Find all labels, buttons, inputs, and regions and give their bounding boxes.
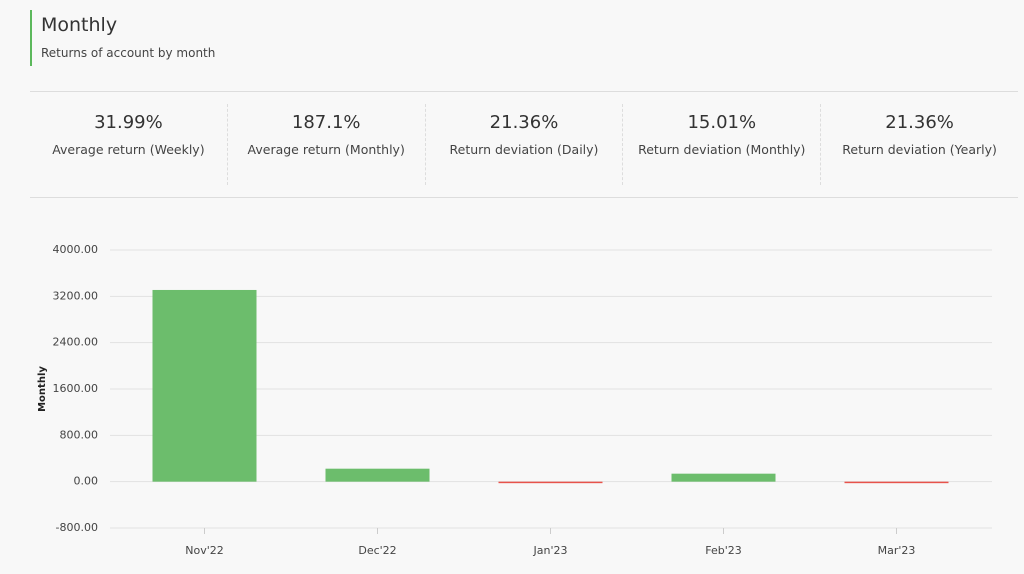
y-axis-label: Monthly bbox=[37, 366, 48, 412]
stat-label: Return deviation (Yearly) bbox=[842, 142, 997, 157]
stat: 31.99% Average return (Weekly) bbox=[30, 104, 228, 185]
stat-label: Return deviation (Daily) bbox=[449, 142, 599, 157]
x-tick-label: Dec'22 bbox=[358, 544, 396, 557]
header: Monthly Returns of account by month bbox=[30, 10, 215, 66]
stat-value: 21.36% bbox=[885, 112, 954, 133]
y-tick-label: 3200.00 bbox=[53, 289, 99, 302]
x-tick-label: Mar'23 bbox=[878, 544, 916, 557]
stat: 15.01% Return deviation (Monthly) bbox=[623, 104, 822, 185]
bar bbox=[498, 481, 603, 484]
stat-label: Average return (Weekly) bbox=[52, 142, 205, 157]
bar bbox=[152, 289, 257, 482]
y-tick-label: 1600.00 bbox=[53, 382, 99, 395]
subtitle: Returns of account by month bbox=[41, 46, 216, 60]
y-tick-label: 4000.00 bbox=[53, 243, 99, 256]
bar bbox=[844, 481, 949, 484]
y-tick-label: 2400.00 bbox=[53, 336, 99, 349]
stat-value: 31.99% bbox=[94, 112, 163, 133]
stat: 21.36% Return deviation (Daily) bbox=[426, 104, 624, 185]
x-tick-label: Feb'23 bbox=[705, 544, 742, 557]
x-tick-label: Jan'23 bbox=[533, 544, 568, 557]
stat-value: 21.36% bbox=[489, 112, 559, 133]
chart: -800.00 0.00 800.00 1600.00 2400.00 3200.00 40… bbox=[37, 243, 992, 557]
bar bbox=[671, 473, 776, 482]
stat: 21.36% Return deviation (Yearly) bbox=[821, 104, 1018, 185]
stats-row: 31.99% Average return (Weekly) 187.1% Avera… bbox=[30, 91, 1018, 198]
y-tick-label: 0.00 bbox=[74, 475, 99, 488]
stat-label: Average return (Monthly) bbox=[247, 142, 405, 157]
x-tick-label: Nov'22 bbox=[185, 544, 224, 557]
stat-value: 15.01% bbox=[687, 112, 757, 133]
stat-label: Return deviation (Monthly) bbox=[638, 142, 806, 157]
y-tick-label: -800.00 bbox=[56, 521, 98, 534]
y-tick-label: 800.00 bbox=[60, 428, 99, 441]
stat: 187.1% Average return (Monthly) bbox=[228, 104, 426, 185]
bar bbox=[325, 468, 430, 482]
title: Monthly bbox=[41, 14, 118, 36]
stat-value: 187.1% bbox=[291, 112, 361, 133]
